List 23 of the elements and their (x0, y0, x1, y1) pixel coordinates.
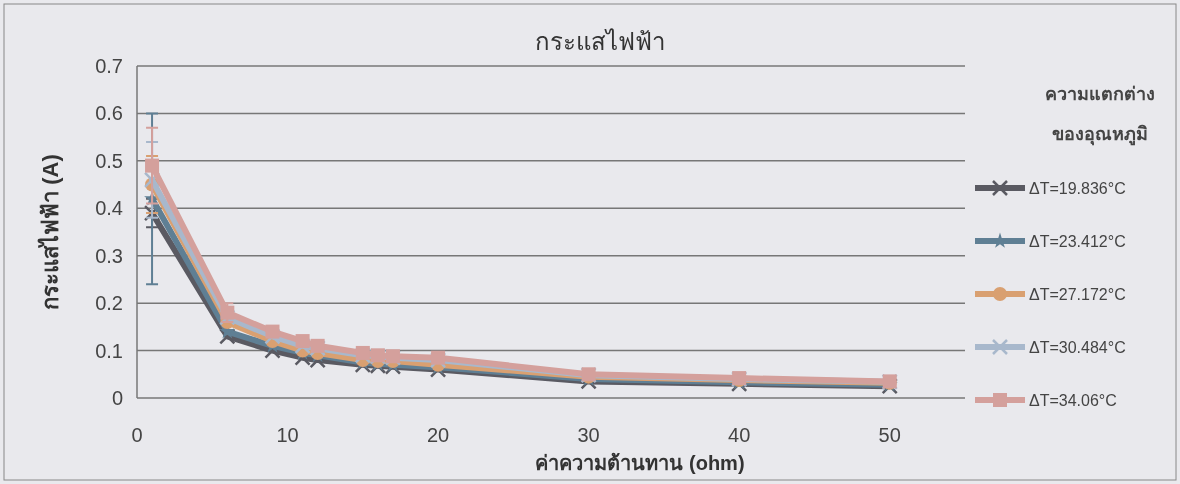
x-tick-label: 30 (577, 424, 600, 446)
legend-label: ΔT=34.06°C (1029, 392, 1117, 409)
y-tick-label: 0 (111, 387, 123, 409)
y-tick-label: 0.2 (95, 292, 123, 315)
chart-title: กระแสไฟฟ้า (535, 28, 665, 55)
y-tick-label: 0.3 (95, 244, 123, 267)
legend-title: ความแตกต่าง ของอุณหภูมิ (1045, 84, 1155, 146)
x-tick-label: 20 (426, 424, 450, 446)
legend-label: ΔT=30.484°C (1029, 339, 1126, 356)
legend-label: ΔT=23.412°C (1029, 233, 1126, 250)
x-tick-label: 0 (131, 424, 143, 446)
y-axis-title: กระแสไฟฟ้า (A) (37, 154, 63, 310)
y-tick-label: 0.1 (95, 339, 123, 362)
x-axis-title: ค่าความต้านทาน (ohm) (535, 452, 745, 474)
legend-label: ΔT=27.172°C (1029, 286, 1126, 303)
y-tick-label: 0.4 (95, 197, 123, 220)
legend-label: ΔT=19.836°C (1029, 180, 1126, 197)
y-tick-label: 0.5 (95, 149, 123, 172)
y-tick-label: 0.7 (95, 55, 123, 77)
x-tick-label: 50 (878, 424, 901, 446)
x-tick-label: 10 (276, 424, 299, 446)
y-tick-label: 0.6 (95, 102, 123, 125)
x-tick-label: 40 (728, 424, 751, 446)
